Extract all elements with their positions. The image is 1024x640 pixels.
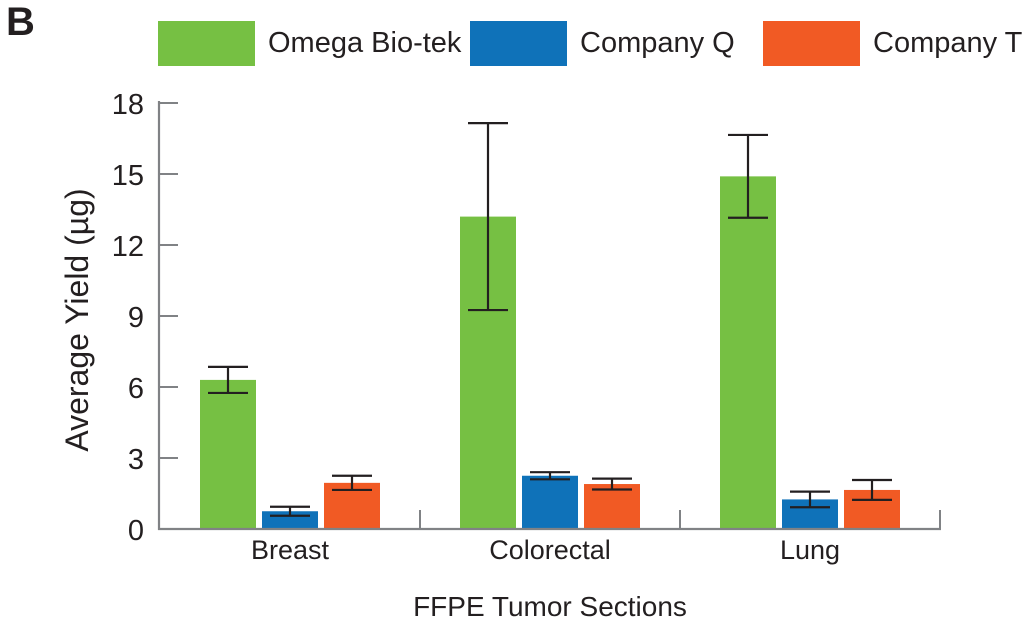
- legend-swatch-omega-bio-tek: [158, 21, 255, 66]
- y-tick-label: 6: [128, 373, 144, 405]
- y-axis-title: Average Yield (µg): [59, 188, 95, 451]
- legend-swatch-company-q: [470, 21, 567, 66]
- x-category-label-colorectal: Colorectal: [489, 535, 611, 565]
- y-tick-label: 15: [112, 160, 144, 192]
- x-category-label-lung: Lung: [780, 535, 840, 565]
- legend-item-company-t: Company T: [763, 21, 1022, 66]
- legend-label-company-t: Company T: [873, 27, 1023, 59]
- legend-swatch-company-t: [763, 21, 860, 66]
- y-tick-label: 12: [112, 231, 144, 263]
- y-tick-label: 18: [112, 89, 144, 121]
- y-tick-label: 3: [128, 444, 144, 476]
- bar-company-q-colorectal: [522, 475, 578, 529]
- legend: Omega Bio-tek Company Q Company T: [0, 0, 1024, 75]
- panel-label: B: [6, 0, 35, 44]
- legend-item-omega-bio-tek: Omega Bio-tek: [158, 21, 461, 66]
- x-category-label-breast: Breast: [251, 535, 330, 565]
- y-tick-label: 9: [128, 302, 144, 334]
- bar-company-t-colorectal: [584, 484, 640, 529]
- bar-omega-bio-tek-breast: [200, 379, 256, 529]
- legend-item-company-q: Company Q: [470, 21, 735, 66]
- legend-label-omega-bio-tek: Omega Bio-tek: [268, 27, 462, 59]
- x-axis-title: FFPE Tumor Sections: [413, 591, 687, 622]
- bar-omega-bio-tek-lung: [720, 176, 776, 529]
- legend-label-company-q: Company Q: [580, 27, 735, 59]
- y-tick-label: 0: [128, 515, 144, 547]
